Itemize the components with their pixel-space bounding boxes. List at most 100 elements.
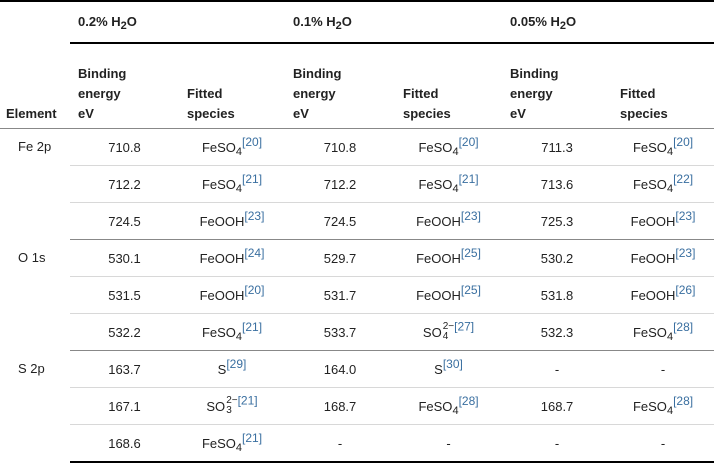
species-formula: FeSO — [632, 324, 667, 340]
fitted-species-cell: FeOOH[25] — [395, 276, 503, 314]
binding-energy-cell: 724.5 — [70, 202, 179, 240]
species-formula: FeSO — [632, 398, 667, 414]
reference-link[interactable]: [23] — [460, 208, 481, 223]
header-group-2: 0.05% H2O — [510, 14, 577, 32]
reference-link[interactable]: [23] — [244, 208, 265, 223]
species-formula: FeSO — [418, 398, 453, 414]
table-body: Fe 2p 710.8 FeSO4[20] 710.8 FeSO4[20] 711.3 Fe… — [0, 128, 714, 463]
table-row: O 1s 530.1 FeOOH[24] 529.7 FeOOH[25] 530.2 FeO… — [0, 239, 714, 277]
header-binding-energy: Binding energy eV — [285, 42, 396, 129]
fitted-species-cell: FeOOH[23] — [612, 239, 714, 277]
reference-link[interactable]: [28] — [673, 393, 694, 408]
binding-energy-cell: - — [502, 424, 613, 463]
reference-link[interactable]: [30] — [442, 356, 463, 371]
header-fitted-species: Fitted species — [395, 42, 503, 129]
table-row: 532.2 FeSO4[21] 533.7 SO 2− 4 [27] 532.3 FeSO4[2… — [0, 313, 714, 351]
species-formula: - — [446, 435, 451, 451]
fitted-species-cell: SO 2− 4 [27] — [395, 313, 503, 351]
ion-formula: SO 2− 3 — [206, 395, 238, 416]
species-formula: FeSO — [201, 176, 236, 192]
fitted-species-cell: FeOOH[25] — [395, 239, 503, 277]
species-formula: FeOOH — [199, 213, 245, 229]
species-formula: FeOOH — [199, 250, 245, 266]
table-row: 712.2 FeSO4[21] 712.2 FeSO4[21] 713.6 FeSO4[2… — [0, 165, 714, 203]
fitted-species-cell: FeSO4[28] — [395, 387, 503, 425]
reference-link[interactable]: [25] — [460, 245, 481, 260]
reference-link[interactable]: [23] — [675, 245, 696, 260]
binding-energy-cell: 530.2 — [502, 239, 613, 277]
fitted-species-cell: FeSO4[20] — [612, 128, 714, 166]
element-cell: S 2p — [18, 360, 45, 376]
element-cell: O 1s — [18, 249, 46, 265]
ion-formula: SO 2− 4 — [422, 321, 455, 342]
binding-energy-cell: 533.7 — [285, 313, 396, 351]
fitted-species-cell: FeOOH[26] — [612, 276, 714, 314]
reference-link[interactable]: [29] — [226, 356, 247, 371]
reference-link[interactable]: [28] — [458, 393, 479, 408]
fitted-species-cell: S[29] — [179, 350, 286, 388]
reference-link[interactable]: [23] — [675, 208, 696, 223]
binding-energy-cell: 531.7 — [285, 276, 396, 314]
binding-energy-cell: 711.3 — [502, 128, 613, 166]
species-formula: FeOOH — [630, 250, 676, 266]
binding-energy-cell: 167.1 — [70, 387, 179, 425]
binding-energy-cell: 725.3 — [502, 202, 613, 240]
binding-energy-cell: 531.5 — [70, 276, 179, 314]
header-column-row: Element Binding energy eV Fitted species Bi… — [0, 42, 714, 129]
fitted-species-cell: FeOOH[24] — [179, 239, 286, 277]
fitted-species-cell: FeSO4[20] — [179, 128, 286, 166]
species-formula: FeSO — [201, 139, 236, 155]
binding-energy-cell: 163.7 — [70, 350, 179, 388]
binding-energy-cell: 168.7 — [285, 387, 396, 425]
fitted-species-cell: FeOOH[23] — [395, 202, 503, 240]
species-formula: FeSO — [418, 139, 453, 155]
binding-energy-cell: - — [285, 424, 396, 463]
reference-link[interactable]: [21] — [242, 319, 263, 334]
reference-link[interactable]: [21] — [242, 430, 263, 445]
fitted-species-cell: FeSO4[20] — [395, 128, 503, 166]
binding-energy-cell: 168.6 — [70, 424, 179, 463]
species-formula: FeSO — [201, 324, 236, 340]
binding-energy-cell: 531.8 — [502, 276, 613, 314]
binding-energy-cell: 532.2 — [70, 313, 179, 351]
fitted-species-cell: S[30] — [395, 350, 503, 388]
fitted-species-cell: FeSO4[28] — [612, 313, 714, 351]
reference-link[interactable]: [20] — [244, 282, 265, 297]
species-formula: FeSO — [418, 176, 453, 192]
reference-link[interactable]: [20] — [242, 134, 263, 149]
reference-link[interactable]: [20] — [458, 134, 479, 149]
reference-link[interactable]: [21] — [458, 171, 479, 186]
species-formula: FeSO — [632, 139, 667, 155]
table-row: 531.5 FeOOH [20] 531.7 FeOOH[25] 531.8 FeOOH[2… — [0, 276, 714, 314]
binding-energy-cell: 724.5 — [285, 202, 396, 240]
table-row: Fe 2p 710.8 FeSO4[20] 710.8 FeSO4[20] 711.3 Fe… — [0, 128, 714, 166]
fitted-species-cell: FeOOH[23] — [612, 202, 714, 240]
header-binding-energy: Binding energy eV — [70, 42, 179, 129]
header-group-0: 0.2% H2O — [78, 14, 137, 32]
binding-energy-cell: 712.2 — [70, 165, 179, 203]
reference-link[interactable]: [28] — [673, 319, 694, 334]
binding-energy-cell: 713.6 — [502, 165, 613, 203]
reference-link[interactable]: [22] — [673, 171, 694, 186]
binding-energy-cell: - — [502, 350, 613, 388]
species-formula: - — [660, 435, 666, 451]
binding-energy-cell: 164.0 — [285, 350, 396, 388]
header-empty-cell — [0, 1, 70, 43]
fitted-species-cell: - — [395, 424, 503, 463]
element-cell: Fe 2p — [18, 139, 52, 154]
header-binding-energy: Binding energy eV — [502, 42, 613, 129]
reference-link[interactable]: [25] — [460, 282, 481, 297]
reference-link[interactable]: [20] — [673, 134, 694, 149]
table-row: 168.6 FeSO4[21] - - - - — [0, 424, 714, 463]
fitted-species-cell: - — [612, 350, 714, 388]
reference-link[interactable]: [27] — [454, 319, 475, 334]
header-fitted-species: Fitted species — [612, 42, 714, 129]
fitted-species-cell: FeSO4[21] — [179, 424, 286, 463]
reference-link[interactable]: [24] — [244, 245, 265, 260]
species-formula: FeOOH — [416, 287, 461, 303]
fitted-species-cell: FeSO4[21] — [179, 165, 286, 203]
reference-link[interactable]: [21] — [242, 171, 263, 186]
reference-link[interactable]: [26] — [675, 282, 696, 297]
species-formula: FeOOH — [416, 213, 461, 229]
reference-link[interactable]: [21] — [237, 393, 258, 408]
